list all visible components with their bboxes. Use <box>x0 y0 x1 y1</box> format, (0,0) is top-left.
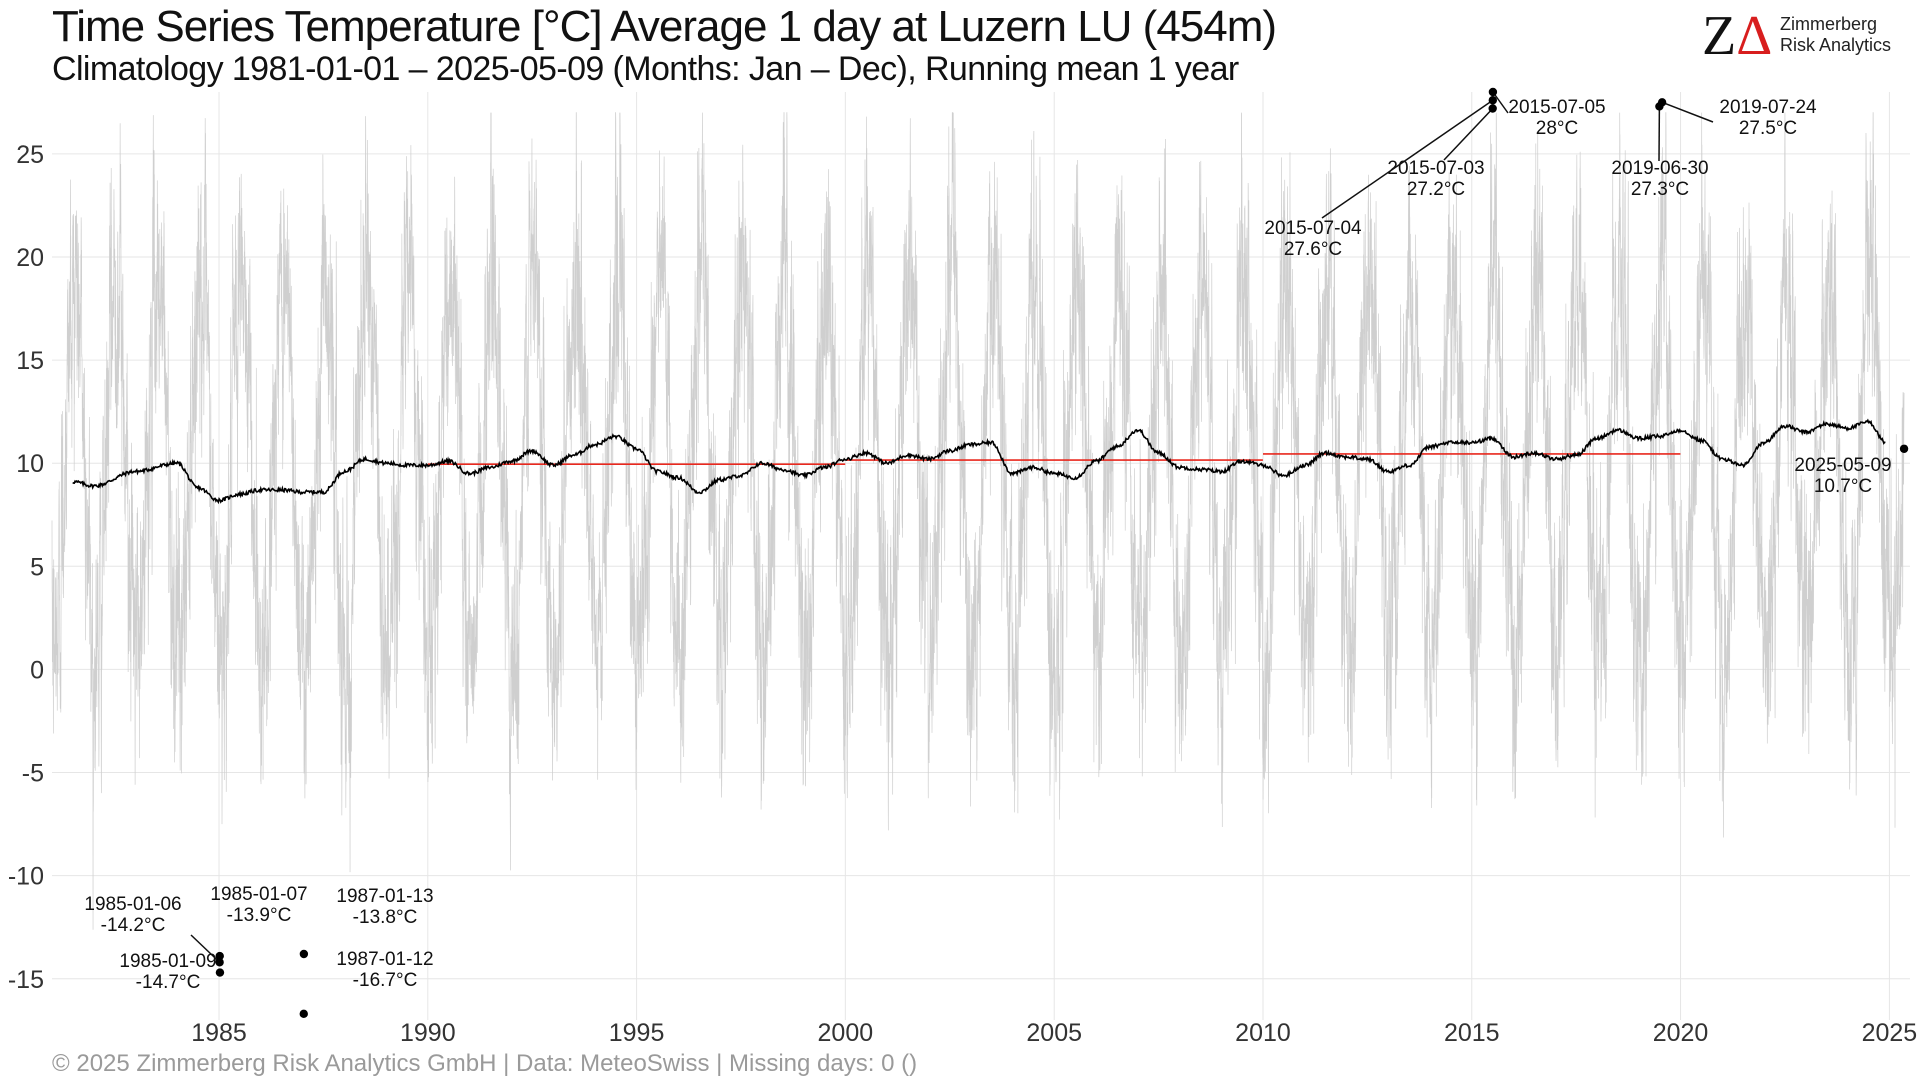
annotation-value: 27.2°C <box>1407 179 1465 200</box>
y-axis: -15 -10 -5 0 5 10 15 20 25 <box>8 141 44 994</box>
annotation-value: -16.7°C <box>353 970 418 991</box>
annotation-date: 1985-01-06 <box>84 894 181 915</box>
logo-text: Zimmerberg Risk Analytics <box>1780 14 1891 56</box>
y-tick-label: 25 <box>16 141 44 169</box>
annotation-point <box>1899 444 1909 453</box>
annotation-value: 27.3°C <box>1631 179 1689 200</box>
annotation-date: 2015-07-05 <box>1508 97 1605 118</box>
x-tick-label: 2010 <box>1235 1019 1291 1047</box>
x-tick-label: 1990 <box>400 1019 456 1047</box>
y-tick-label: 5 <box>30 553 44 581</box>
annotation-point <box>1488 87 1498 97</box>
logo-line-1: Zimmerberg <box>1780 14 1878 34</box>
annotation-date: 2019-07-24 <box>1719 97 1817 118</box>
annotation-date: 2019-06-30 <box>1611 158 1708 179</box>
y-tick-label: 10 <box>16 450 44 478</box>
annotation-value: 27.6°C <box>1284 239 1342 260</box>
annotation-point <box>215 958 224 967</box>
x-tick-label: 2005 <box>1026 1019 1082 1047</box>
y-tick-label: 15 <box>16 347 44 375</box>
annotation-value: 10.7°C <box>1814 476 1872 497</box>
x-tick-label: 2020 <box>1653 1019 1709 1047</box>
x-tick-label: 2025 <box>1862 1019 1918 1047</box>
annotation-date: 1985-01-07 <box>210 884 307 905</box>
y-tick-label: 20 <box>16 244 44 272</box>
annotation-point <box>299 949 309 959</box>
logo-mark: ZΔ <box>1702 5 1773 67</box>
annotation-point <box>1488 104 1497 113</box>
annotation-value: -13.9°C <box>227 905 292 926</box>
logo-line-2: Risk Analytics <box>1780 35 1892 55</box>
annotation-point <box>215 951 224 961</box>
annotation-date: 2015-07-04 <box>1264 218 1362 239</box>
annotation-leader <box>1443 107 1494 161</box>
y-tick-label: -10 <box>8 863 44 891</box>
annotation-point <box>215 968 225 977</box>
annotation-value: 27.5°C <box>1739 118 1797 139</box>
annotation-leader <box>1661 101 1714 123</box>
annotation-leader <box>190 934 221 963</box>
annotation-point <box>299 1009 308 1019</box>
y-tick-label: 0 <box>30 656 44 684</box>
running-mean-line <box>72 418 1886 505</box>
chart-subtitle: Climatology 1981-01-01 – 2025-05-09 (Mon… <box>52 50 1239 88</box>
annotation-value: -14.2°C <box>101 915 166 936</box>
annotation-date: 1985-01-09 <box>119 951 216 972</box>
x-tick-label: 1985 <box>191 1019 247 1047</box>
annotation-leader <box>1492 91 1509 114</box>
annotation-point <box>1488 96 1498 105</box>
annotation-value: -13.8°C <box>353 907 418 928</box>
running-mean <box>72 418 1886 505</box>
x-tick-label: 1995 <box>609 1019 665 1047</box>
y-tick-label: -15 <box>8 966 44 994</box>
annotation-value: 28°C <box>1536 118 1578 139</box>
annotation-point <box>1655 102 1664 111</box>
x-axis: 1985 1990 1995 2000 2005 2010 2015 2020 2025 <box>191 1019 1917 1047</box>
annotation-date: 1987-01-13 <box>336 886 433 907</box>
caption: © 2025 Zimmerberg Risk Analytics GmbH | … <box>52 1050 918 1077</box>
annotation-leader <box>1321 99 1494 219</box>
company-logo: ZΔ Zimmerberg Risk Analytics <box>1702 8 1907 64</box>
x-tick-label: 2000 <box>818 1019 874 1047</box>
daily-series <box>51 112 1905 930</box>
annotation-value: -14.7°C <box>136 972 201 993</box>
x-tick-label: 2015 <box>1444 1019 1500 1047</box>
annotation-date: 2025-05-09 <box>1794 455 1891 476</box>
grid-lines <box>52 92 1910 1020</box>
annotation-date: 2015-07-03 <box>1387 158 1484 179</box>
annotation-date: 1987-01-12 <box>336 949 433 970</box>
daily-temperature-line <box>51 112 1905 930</box>
y-tick-label: -5 <box>22 760 44 788</box>
chart-title: Time Series Temperature [°C] Average 1 d… <box>52 2 1277 51</box>
